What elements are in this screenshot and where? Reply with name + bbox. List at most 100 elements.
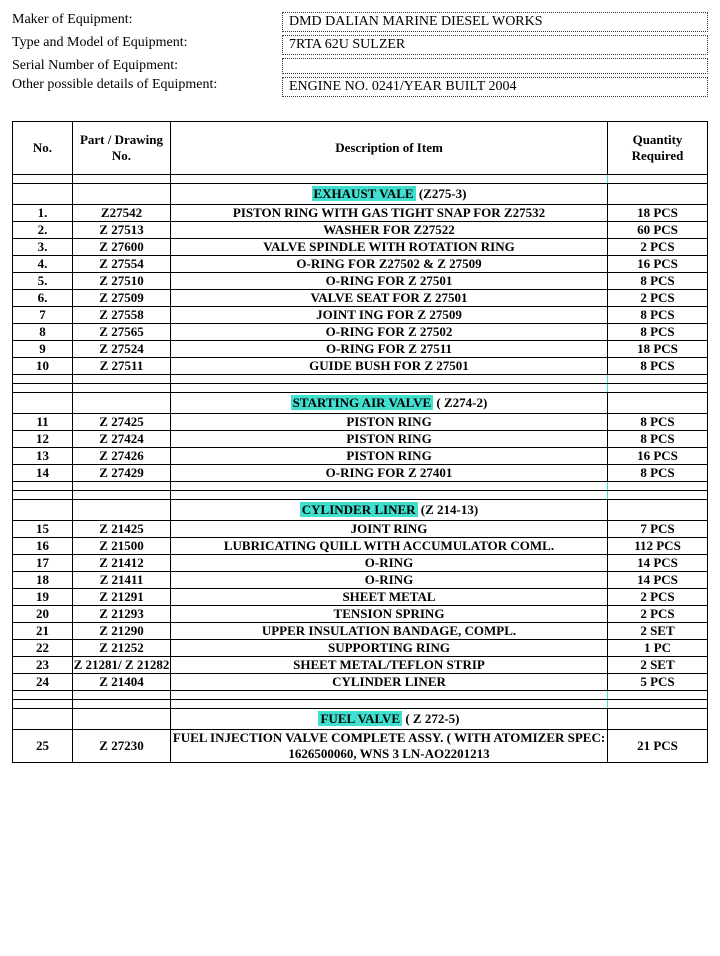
cell-part: Z 27429 (73, 465, 171, 482)
cell-desc: JOINT RING (171, 521, 608, 538)
cell-no: 14 (13, 465, 73, 482)
cell-no: 17 (13, 555, 73, 572)
cell-qty: 8 PCS (608, 358, 708, 375)
maker-value: DMD DALIAN MARINE DIESEL WORKS (282, 12, 708, 32)
cell-no: 13 (13, 448, 73, 465)
section-title: EXHAUST VALE (Z275-3) (171, 184, 608, 205)
cell-qty: 112 PCS (608, 538, 708, 555)
cell-desc: FUEL INJECTION VALVE COMPLETE ASSY. ( WI… (171, 730, 608, 763)
cell-part: Z 27230 (73, 730, 171, 763)
cell-no: 16 (13, 538, 73, 555)
section-row: EXHAUST VALE (Z275-3) (13, 184, 708, 205)
cell-no: 3. (13, 239, 73, 256)
serial-value (282, 58, 708, 74)
table-row: 5.Z 27510O-RING FOR Z 275018 PCS (13, 273, 708, 290)
serial-label: Serial Number of Equipment: (12, 58, 282, 74)
section-title-rest: ( Z274-2) (433, 395, 487, 410)
cell-no: 6. (13, 290, 73, 307)
cell-no: 11 (13, 414, 73, 431)
table-row: 24Z 21404CYLINDER LINER5 PCS (13, 674, 708, 691)
cell-qty: 2 PCS (608, 290, 708, 307)
cell-no: 22 (13, 640, 73, 657)
cell-qty: 8 PCS (608, 431, 708, 448)
cell-qty: 14 PCS (608, 555, 708, 572)
cell-no: 1. (13, 205, 73, 222)
table-row: 7Z 27558JOINT ING FOR Z 275098 PCS (13, 307, 708, 324)
section-row: STARTING AIR VALVE ( Z274-2) (13, 393, 708, 414)
header-row-other: Other possible details of Equipment: ENG… (12, 77, 708, 97)
separator-row (13, 384, 708, 393)
cell-desc: O-RING FOR Z27502 & Z 27509 (171, 256, 608, 273)
cell-desc: JOINT ING FOR Z 27509 (171, 307, 608, 324)
header-row-serial: Serial Number of Equipment: (12, 58, 708, 74)
cell-part: Z 21500 (73, 538, 171, 555)
cell-qty: 2 PCS (608, 239, 708, 256)
table-row: 12Z 27424PISTON RING8 PCS (13, 431, 708, 448)
cell-part: Z 21412 (73, 555, 171, 572)
cell-desc: VALVE SPINDLE WITH ROTATION RING (171, 239, 608, 256)
table-row: 22Z 21252SUPPORTING RING1 PC (13, 640, 708, 657)
col-no: No. (13, 122, 73, 175)
col-desc: Description of Item (171, 122, 608, 175)
cell-part: Z 27554 (73, 256, 171, 273)
cell-no: 10 (13, 358, 73, 375)
cell-desc: PISTON RING (171, 448, 608, 465)
cell-qty: 2 PCS (608, 589, 708, 606)
equipment-header: Maker of Equipment: DMD DALIAN MARINE DI… (12, 12, 708, 97)
cell-desc: LUBRICATING QUILL WITH ACCUMULATOR COML. (171, 538, 608, 555)
table-row: 16Z 21500LUBRICATING QUILL WITH ACCUMULA… (13, 538, 708, 555)
cell-qty: 16 PCS (608, 256, 708, 273)
section-row: FUEL VALVE ( Z 272-5) (13, 709, 708, 730)
cell-part: Z 27510 (73, 273, 171, 290)
cell-desc: UPPER INSULATION BANDAGE, COMPL. (171, 623, 608, 640)
cell-desc: O-RING (171, 572, 608, 589)
cell-qty: 8 PCS (608, 465, 708, 482)
cell-qty: 8 PCS (608, 324, 708, 341)
separator-row (13, 700, 708, 709)
cell-desc: SUPPORTING RING (171, 640, 608, 657)
cell-qty: 16 PCS (608, 448, 708, 465)
col-part: Part / Drawing No. (73, 122, 171, 175)
cell-desc: WASHER FOR Z27522 (171, 222, 608, 239)
cell-desc: O-RING FOR Z 27511 (171, 341, 608, 358)
cell-qty: 2 SET (608, 657, 708, 674)
cell-no: 19 (13, 589, 73, 606)
parts-table: No. Part / Drawing No. Description of It… (12, 121, 708, 763)
table-row: 25Z 27230FUEL INJECTION VALVE COMPLETE A… (13, 730, 708, 763)
cell-part: Z 21293 (73, 606, 171, 623)
header-row-maker: Maker of Equipment: DMD DALIAN MARINE DI… (12, 12, 708, 32)
table-row: 9Z 27524O-RING FOR Z 2751118 PCS (13, 341, 708, 358)
cell-part: Z 27513 (73, 222, 171, 239)
cell-no: 21 (13, 623, 73, 640)
section-title: CYLINDER LINER (Z 214-13) (171, 500, 608, 521)
table-row: 2.Z 27513WASHER FOR Z2752260 PCS (13, 222, 708, 239)
cell-part: Z 27600 (73, 239, 171, 256)
section-title: STARTING AIR VALVE ( Z274-2) (171, 393, 608, 414)
other-value: ENGINE NO. 0241/YEAR BUILT 2004 (282, 77, 708, 97)
cell-no: 24 (13, 674, 73, 691)
cell-part: Z 21411 (73, 572, 171, 589)
cell-qty: 5 PCS (608, 674, 708, 691)
separator-row (13, 491, 708, 500)
cell-no: 7 (13, 307, 73, 324)
table-row: 19Z 21291SHEET METAL2 PCS (13, 589, 708, 606)
section-row: CYLINDER LINER (Z 214-13) (13, 500, 708, 521)
cell-desc: TENSION SPRING (171, 606, 608, 623)
cell-no: 15 (13, 521, 73, 538)
cell-qty: 1 PC (608, 640, 708, 657)
cell-no: 8 (13, 324, 73, 341)
table-row: 17Z 21412O-RING14 PCS (13, 555, 708, 572)
cell-desc: SHEET METAL (171, 589, 608, 606)
cell-desc: GUIDE BUSH FOR Z 27501 (171, 358, 608, 375)
cell-qty: 21 PCS (608, 730, 708, 763)
cell-part: Z27542 (73, 205, 171, 222)
separator-row (13, 175, 708, 184)
cell-desc: PISTON RING (171, 431, 608, 448)
cell-part: Z 21281/ Z 21282 (73, 657, 171, 674)
cell-desc: O-RING FOR Z 27502 (171, 324, 608, 341)
cell-qty: 60 PCS (608, 222, 708, 239)
cell-qty: 2 PCS (608, 606, 708, 623)
cell-no: 12 (13, 431, 73, 448)
cell-part: Z 27558 (73, 307, 171, 324)
col-qty: Quantity Required (608, 122, 708, 175)
